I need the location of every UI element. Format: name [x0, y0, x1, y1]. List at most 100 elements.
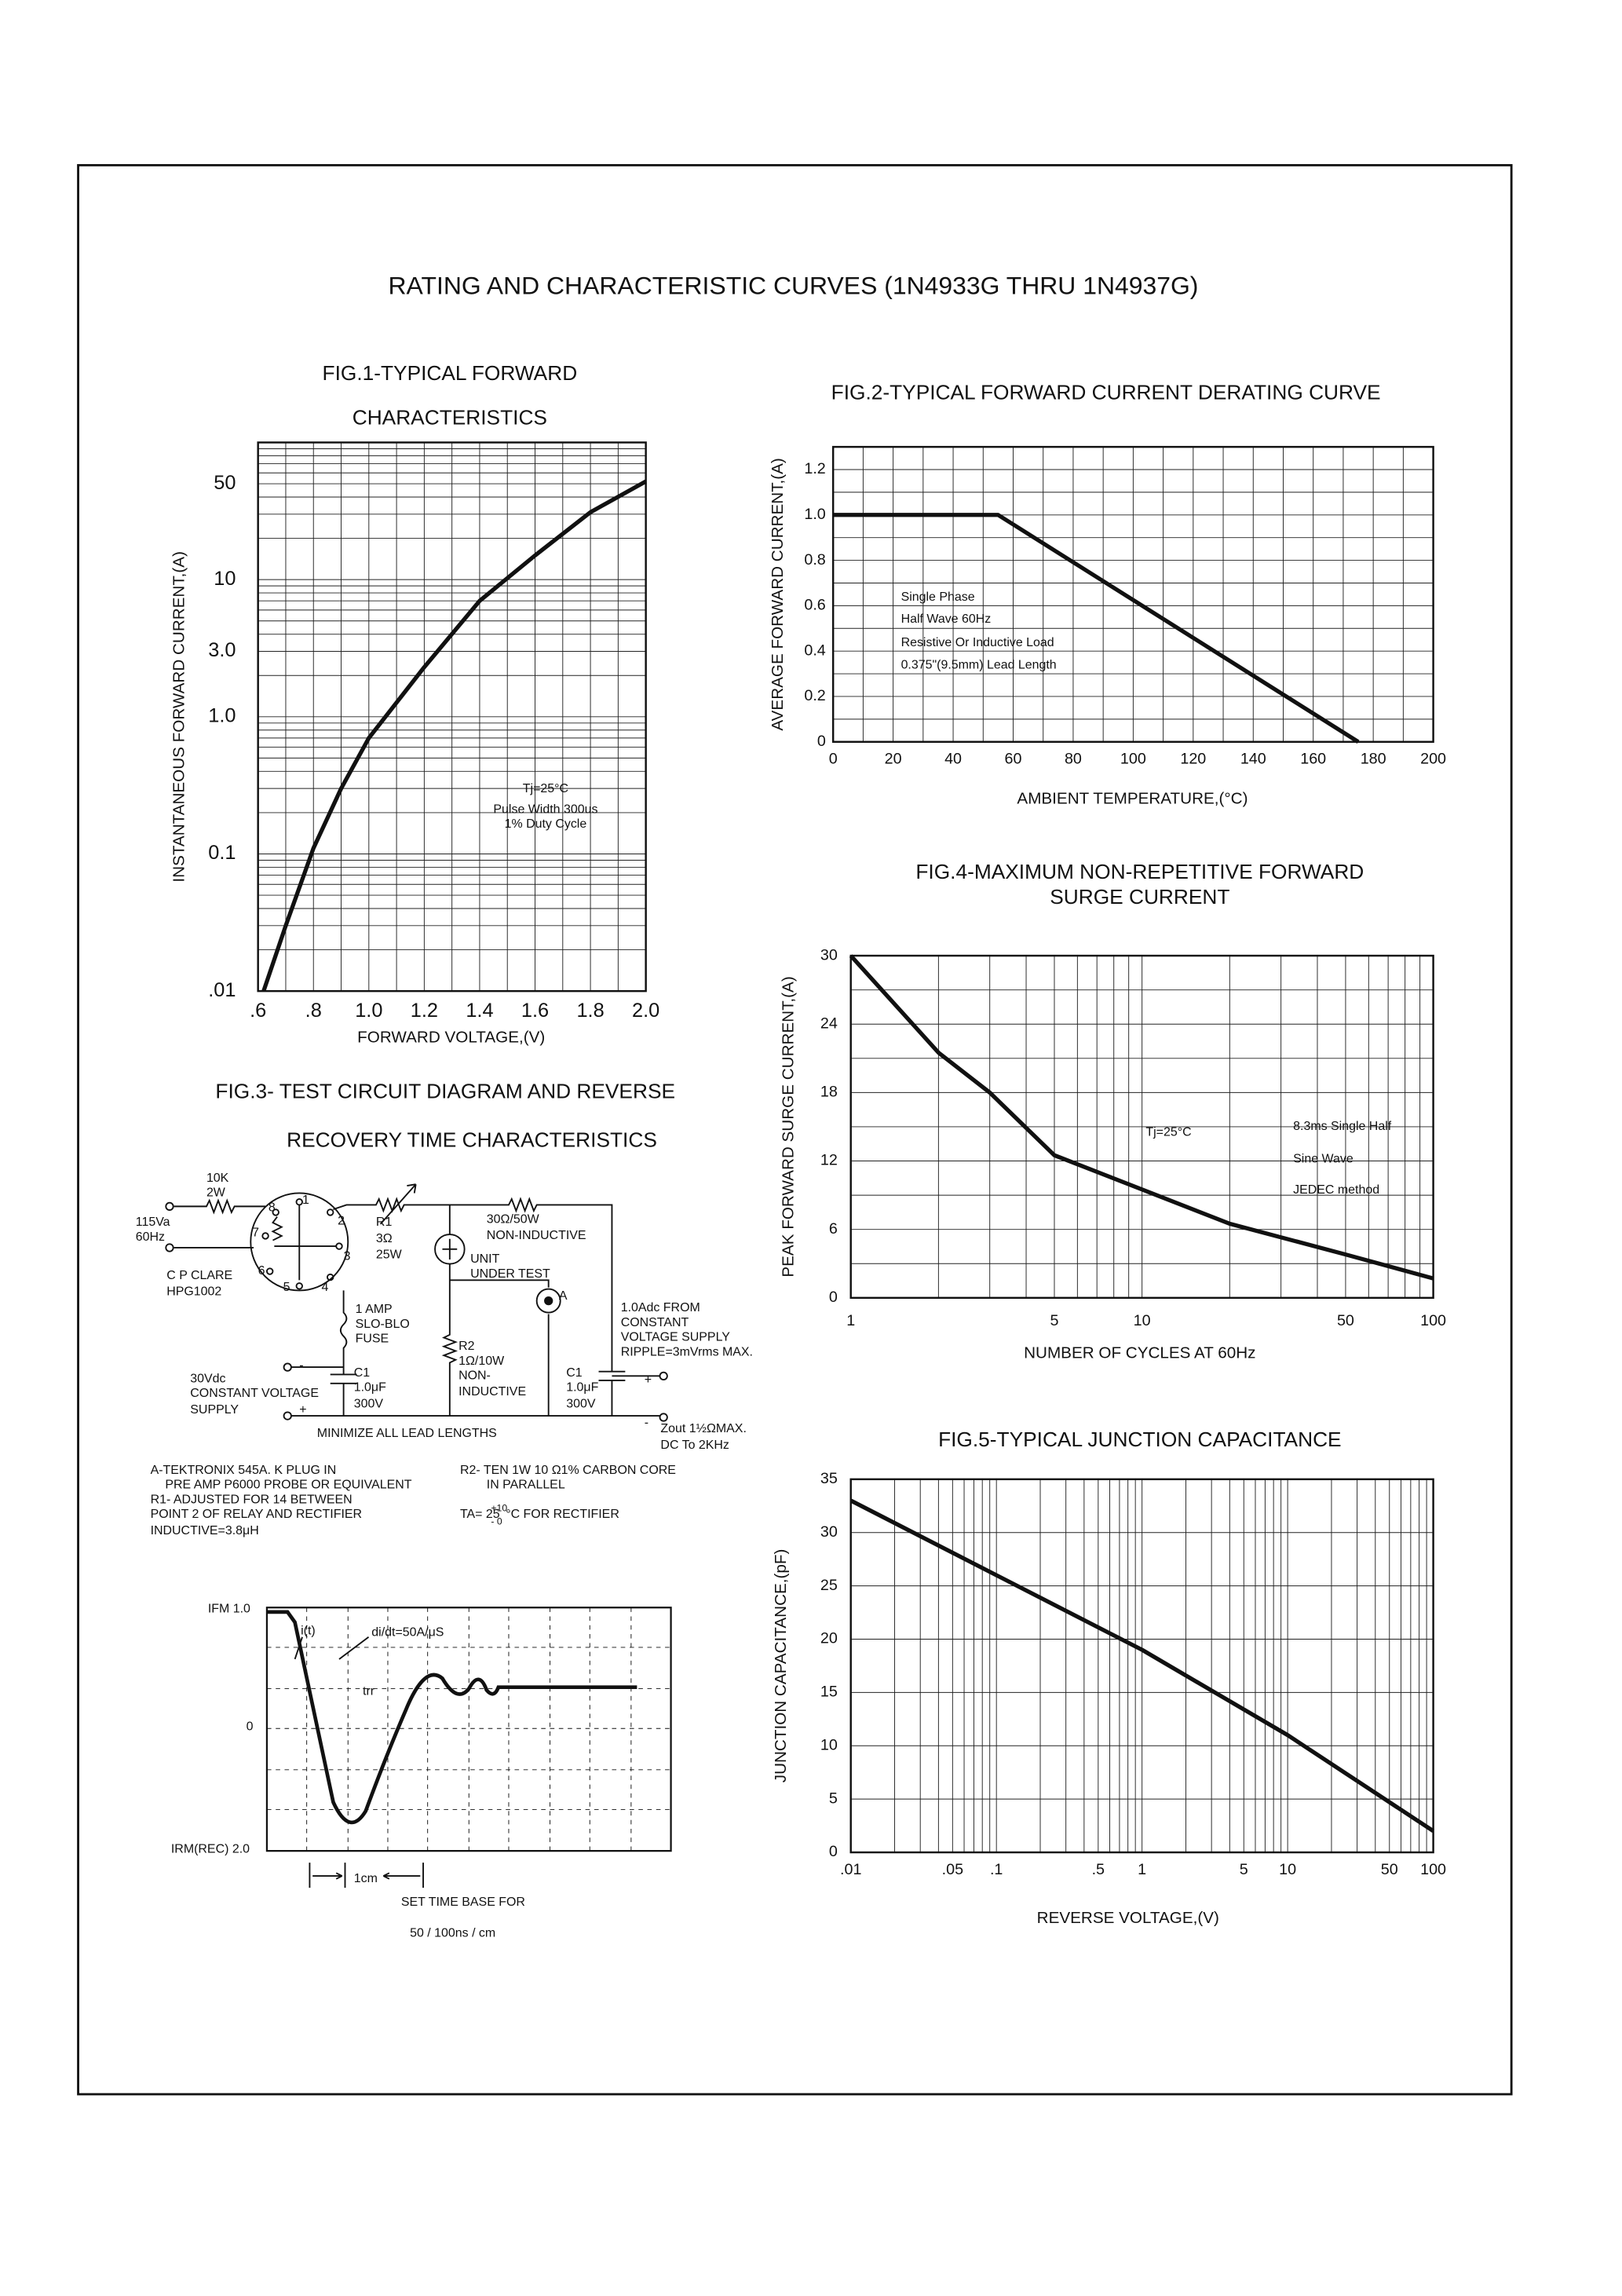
x-tick-label: 2.0 — [632, 1000, 659, 1022]
circuit-label: CONSTANT — [621, 1316, 689, 1329]
circuit-note: - 0 — [491, 1516, 502, 1527]
probe-dot — [544, 1296, 553, 1306]
y-axis-label: JUNCTION CAPACITANCE,(pF) — [772, 1549, 790, 1783]
figure-title: FIG.4-MAXIMUM NON-REPETITIVE FORWARD — [915, 860, 1364, 883]
circuit-note: TA= 25 — [460, 1508, 500, 1521]
relay — [250, 1192, 349, 1292]
circuit-label: C P CLARE — [166, 1269, 232, 1282]
pin — [327, 1208, 334, 1216]
circuit-label: 1 — [302, 1194, 309, 1207]
y-tick-label: 0.1 — [208, 842, 236, 864]
circuit-label: R2 — [458, 1340, 475, 1353]
diode-symbol — [442, 1238, 458, 1260]
x-tick-label: 1.2 — [411, 1000, 438, 1022]
circuit-label: 25W — [376, 1249, 402, 1262]
x-tick-label: .1 — [990, 1861, 1003, 1878]
x-tick-label: 1.8 — [576, 1000, 604, 1022]
circuit-label: 8 — [269, 1201, 276, 1214]
circuit-label: 1.0μF — [354, 1381, 386, 1395]
x-tick-label: 50 — [1337, 1312, 1354, 1329]
top-wire — [333, 1197, 613, 1372]
page-title: RATING AND CHARACTERISTIC CURVES (1N4933… — [389, 272, 1199, 300]
circuit-label: NON-INDUCTIVE — [487, 1229, 586, 1242]
resistor-10k — [174, 1198, 266, 1215]
circuit-label: SUPPLY — [190, 1403, 239, 1417]
curve — [833, 513, 1360, 744]
page-border — [77, 163, 1513, 2096]
x-tick-label: 200 — [1420, 750, 1446, 767]
circuit-label: NON- — [458, 1369, 491, 1383]
annotation: Tj=25°C — [523, 782, 568, 795]
circuit-label: 1Ω/10W — [458, 1355, 504, 1368]
annotation: 0.375"(9.5mm) Lead Length — [901, 658, 1057, 671]
circuit-label: C1 — [566, 1366, 583, 1380]
x-tick-label: 1 — [846, 1312, 855, 1329]
figure-title: FIG.2-TYPICAL FORWARD CURRENT DERATING C… — [831, 380, 1381, 404]
annotation: Pulse Width 300us — [493, 803, 597, 816]
annotation: Tj=25°C — [1145, 1126, 1191, 1139]
y-tick-label: 10 — [214, 568, 236, 590]
x-tick-label: 180 — [1361, 750, 1386, 767]
x-tick-label: 1.0 — [355, 1000, 382, 1022]
x-axis-label: REVERSE VOLTAGE,(V) — [1037, 1909, 1219, 1927]
y-tick-label: 6 — [829, 1220, 838, 1238]
curve — [849, 954, 1434, 1281]
circuit-label: CONSTANT VOLTAGE — [190, 1387, 319, 1400]
y-tick-label: 1.0 — [208, 705, 236, 727]
relay-contacts — [271, 1205, 337, 1281]
circuit-note: +10 — [491, 1503, 507, 1514]
y-tick-label: 1.0 — [804, 506, 825, 523]
circuit-note: POINT 2 OF RELAY AND RECTIFIER — [151, 1508, 363, 1521]
waveform-label: SET TIME BASE FOR — [401, 1896, 525, 1909]
y-tick-label: 30 — [820, 946, 838, 963]
circuit-label: UNIT — [470, 1252, 499, 1266]
x-tick-label: .8 — [305, 1000, 322, 1022]
circuit-label: UNDER TEST — [470, 1267, 550, 1281]
y-tick-label: 20 — [820, 1630, 838, 1647]
curve — [261, 479, 647, 993]
circuit-label: 300V — [566, 1397, 596, 1410]
test-circuit — [165, 1183, 668, 1422]
circuit-note: PRE AMP P6000 PROBE OR EQUIVALENT — [165, 1479, 411, 1492]
circuit-label: 1.0μF — [566, 1381, 598, 1395]
y-tick-label: 10 — [820, 1736, 838, 1753]
terminal — [165, 1243, 174, 1252]
y-tick-label: 18 — [820, 1084, 838, 1101]
circuit-label: 4 — [321, 1281, 328, 1294]
circuit-label: Zout 1½ΩMAX. — [660, 1422, 746, 1435]
circuit-label: 3 — [344, 1249, 351, 1263]
figure-title: SURGE CURRENT — [1050, 885, 1229, 909]
y-tick-label: 0 — [817, 733, 826, 750]
x-tick-label: 0 — [829, 750, 838, 767]
waveform-label: 1cm — [354, 1872, 378, 1885]
circuit-label: 5 — [283, 1281, 290, 1294]
circuit-label: 1.0Adc FROM — [621, 1301, 700, 1314]
circuit-note: INDUCTIVE=3.8μH — [151, 1524, 259, 1537]
circuit-label: MINIMIZE ALL LEAD LENGTHS — [317, 1427, 497, 1440]
y-tick-label: 0.8 — [804, 551, 825, 569]
circuit-label: RIPPLE=3mVrms MAX. — [621, 1346, 753, 1359]
y-tick-label: 12 — [820, 1152, 838, 1169]
circuit-label: 300V — [354, 1397, 384, 1410]
r1-arrow — [379, 1183, 417, 1225]
x-tick-label: 1.4 — [466, 1000, 493, 1022]
y-tick-label: 30 — [820, 1523, 838, 1541]
y-tick-label: 0 — [829, 1289, 838, 1306]
x-tick-label: 120 — [1180, 750, 1206, 767]
y-tick-label: 15 — [820, 1684, 838, 1701]
x-tick-label: 5 — [1050, 1312, 1059, 1329]
circuit-label: C1 — [354, 1366, 371, 1380]
y-tick-label: 50 — [214, 472, 236, 494]
circuit-label: R1 — [376, 1216, 393, 1229]
plot-frame — [849, 1478, 1434, 1854]
x-tick-label: .05 — [942, 1861, 963, 1878]
circuit-label: 2W — [206, 1186, 225, 1200]
circuit-label: + — [299, 1403, 306, 1417]
y-tick-label: 0.4 — [804, 642, 825, 659]
output-capacitor — [598, 1370, 661, 1417]
terminal — [283, 1411, 292, 1420]
x-tick-label: .6 — [250, 1000, 266, 1022]
annotation: Single Phase — [901, 590, 975, 604]
waveform-markers — [294, 1636, 424, 1888]
plot-frame — [257, 441, 647, 993]
